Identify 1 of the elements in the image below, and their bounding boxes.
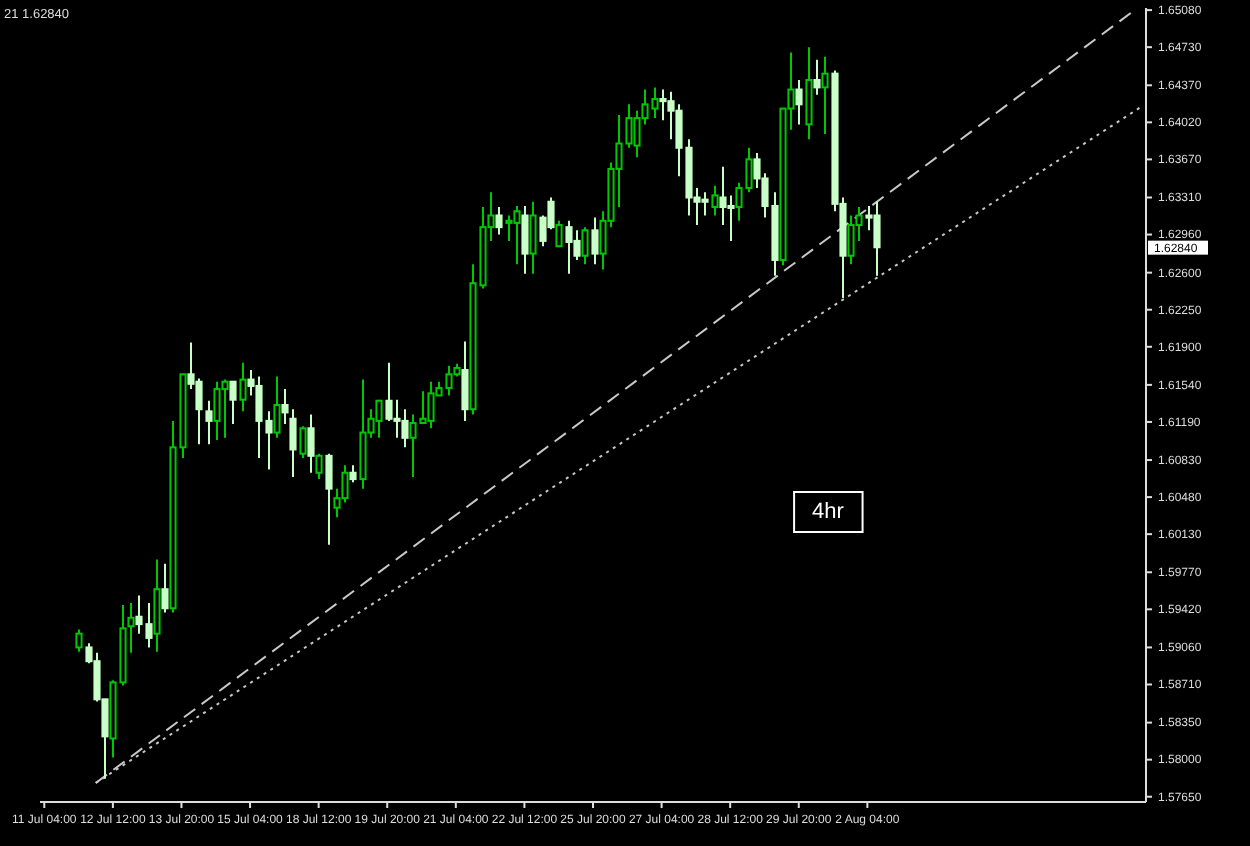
annotation: 4hr [812,500,845,524]
